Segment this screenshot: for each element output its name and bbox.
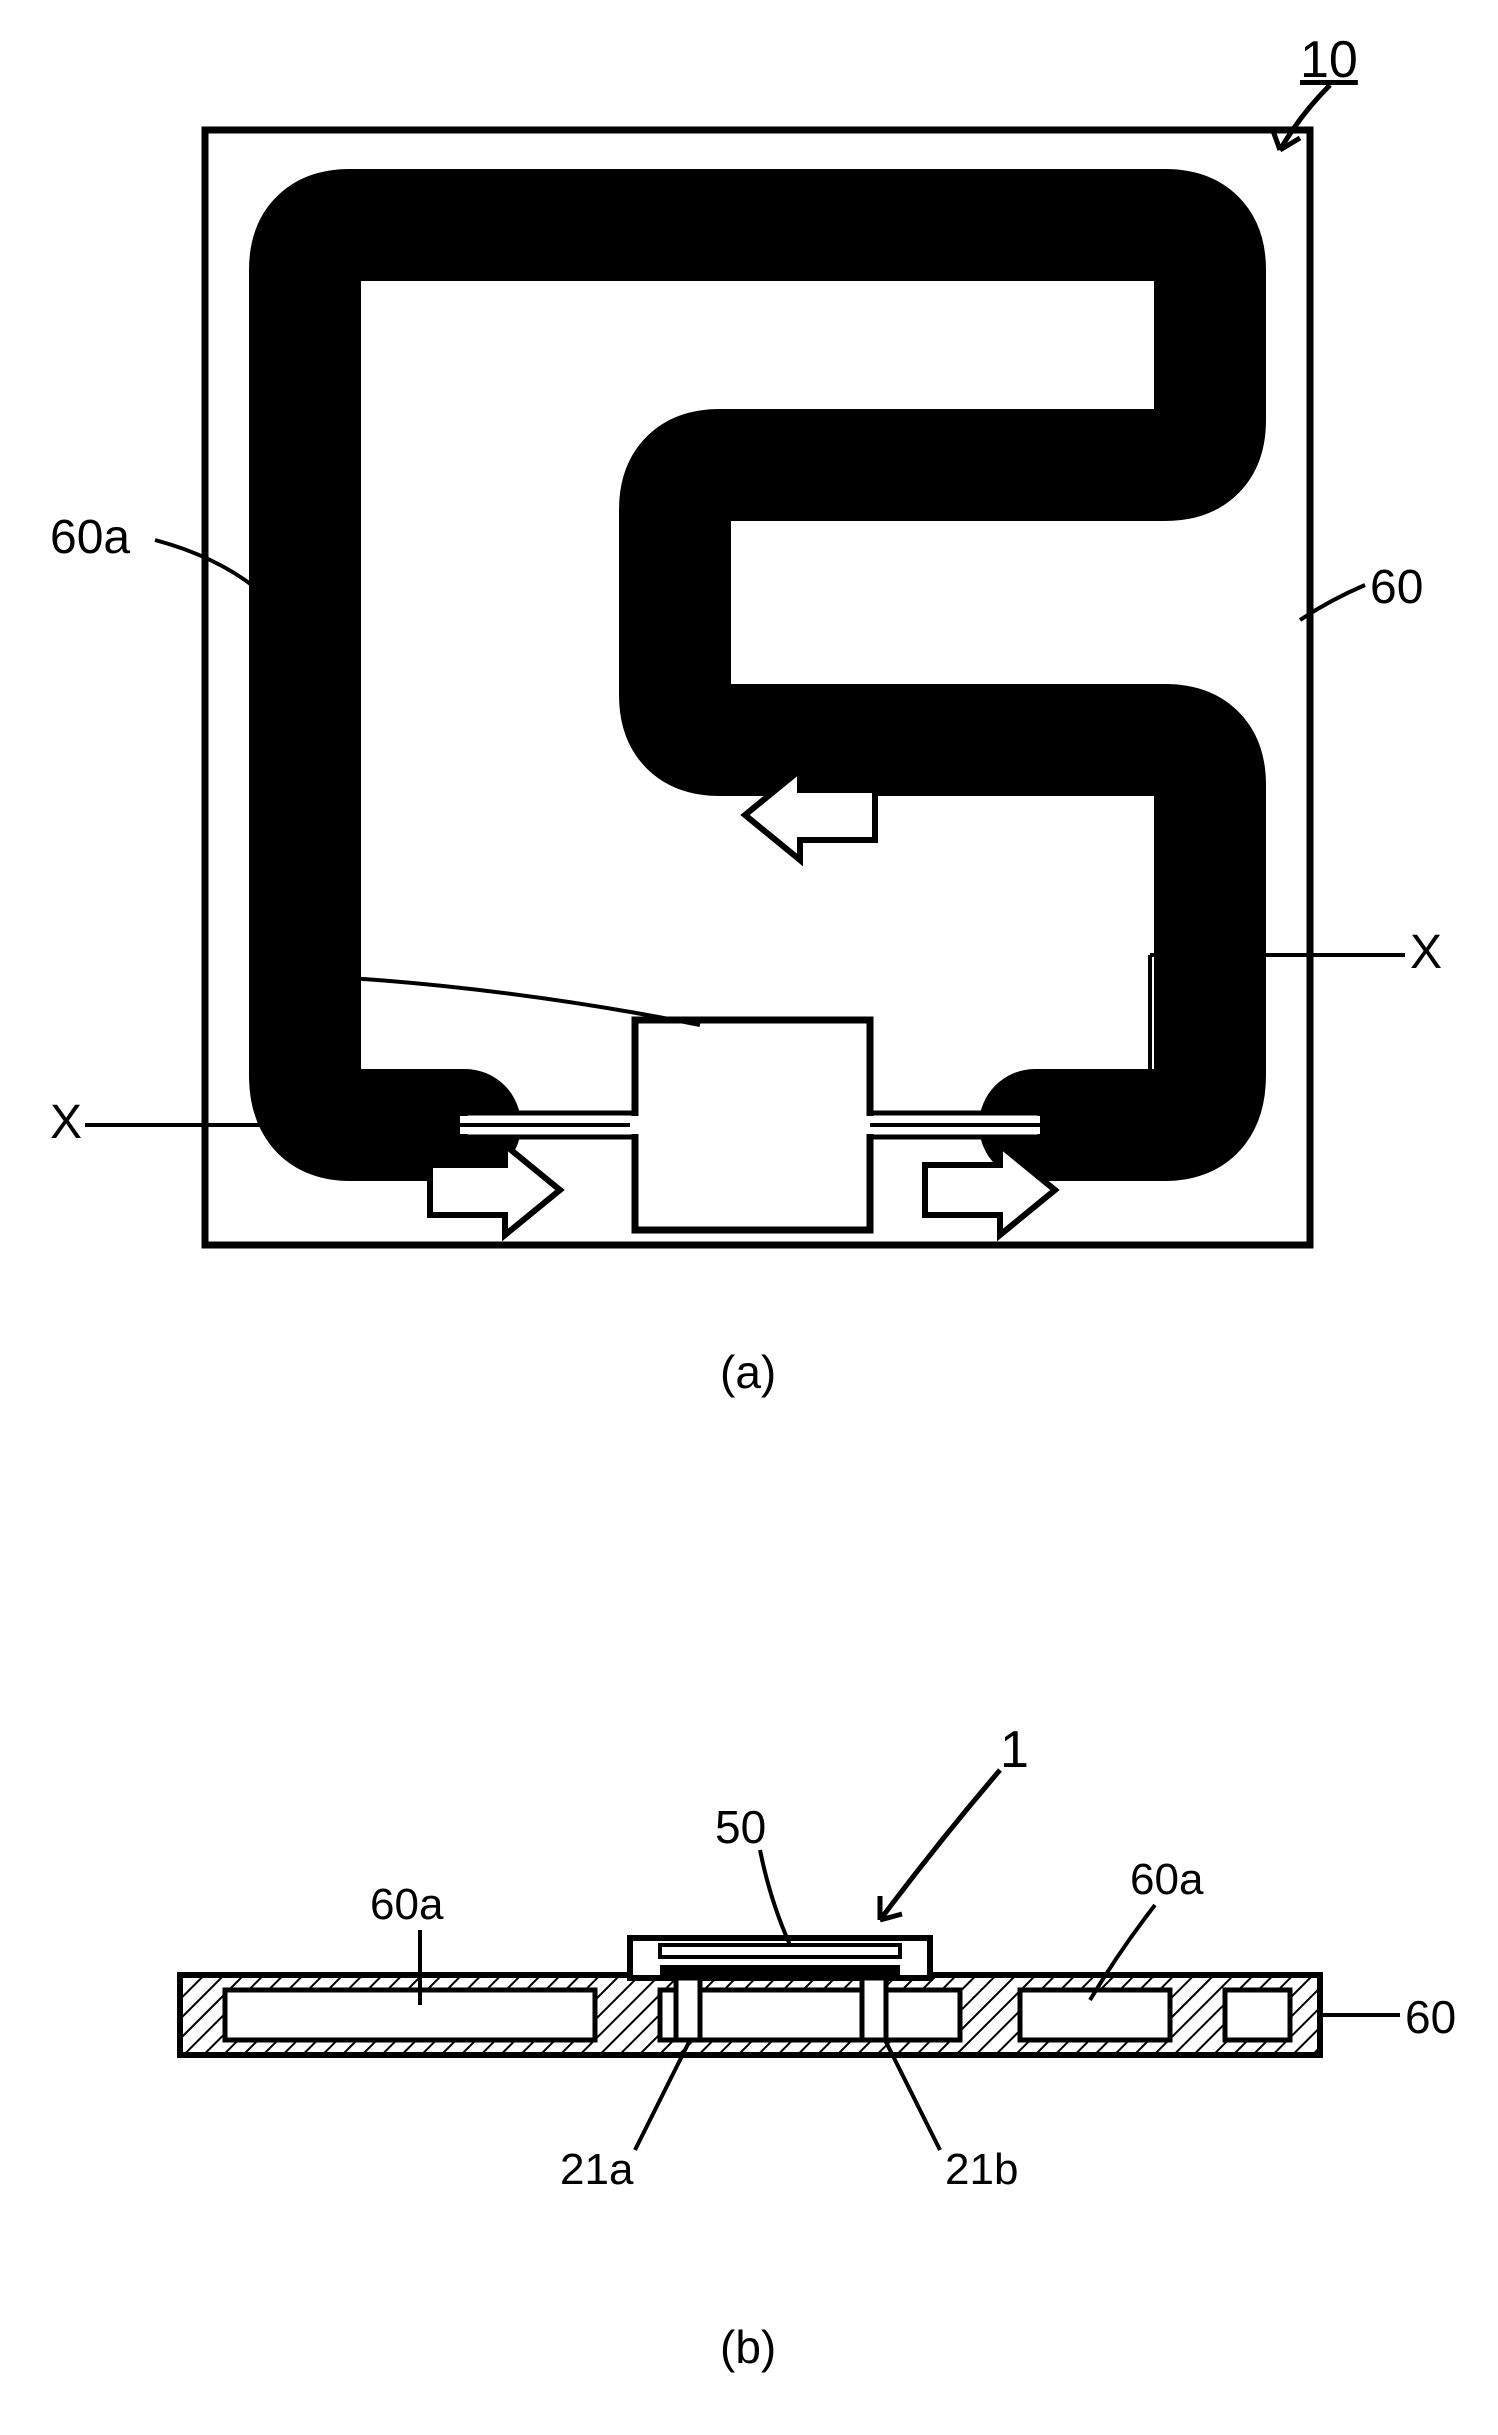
- caption-b: (b): [720, 2320, 776, 2374]
- via-21a: [676, 1978, 700, 2040]
- label-60a-b-right: 60a: [1130, 1855, 1203, 1905]
- label-60-b: 60: [1405, 1990, 1456, 2044]
- label-60a-b-left: 60a: [370, 1880, 443, 1930]
- label-1-b: 1: [1000, 1720, 1029, 1780]
- caption-a: (a): [720, 1345, 776, 1399]
- diagram-canvas: [0, 0, 1498, 2435]
- label-x-right: X: [1410, 925, 1442, 980]
- void-right-60a-2: [1225, 1990, 1290, 2040]
- label-x-left: X: [50, 1095, 82, 1150]
- leader-50: [760, 1850, 790, 1945]
- label-21a: 21a: [560, 2145, 633, 2195]
- via-21b: [862, 1978, 886, 2040]
- void-left-60a: [225, 1990, 595, 2040]
- label-60a-a: 60a: [50, 510, 130, 565]
- label-50: 50: [715, 1800, 766, 1854]
- leader-1-b: [880, 1770, 1000, 1920]
- label-1-a: 1: [255, 940, 282, 995]
- component-1: [635, 1020, 870, 1230]
- label-10: 10: [1300, 30, 1358, 90]
- figure-b: [180, 1770, 1400, 2150]
- figure-a: [85, 85, 1405, 1245]
- label-21b: 21b: [945, 2145, 1018, 2195]
- void-right-60a-1: [1020, 1990, 1170, 2040]
- void-center: [660, 1990, 960, 2040]
- label-60-a: 60: [1370, 560, 1423, 615]
